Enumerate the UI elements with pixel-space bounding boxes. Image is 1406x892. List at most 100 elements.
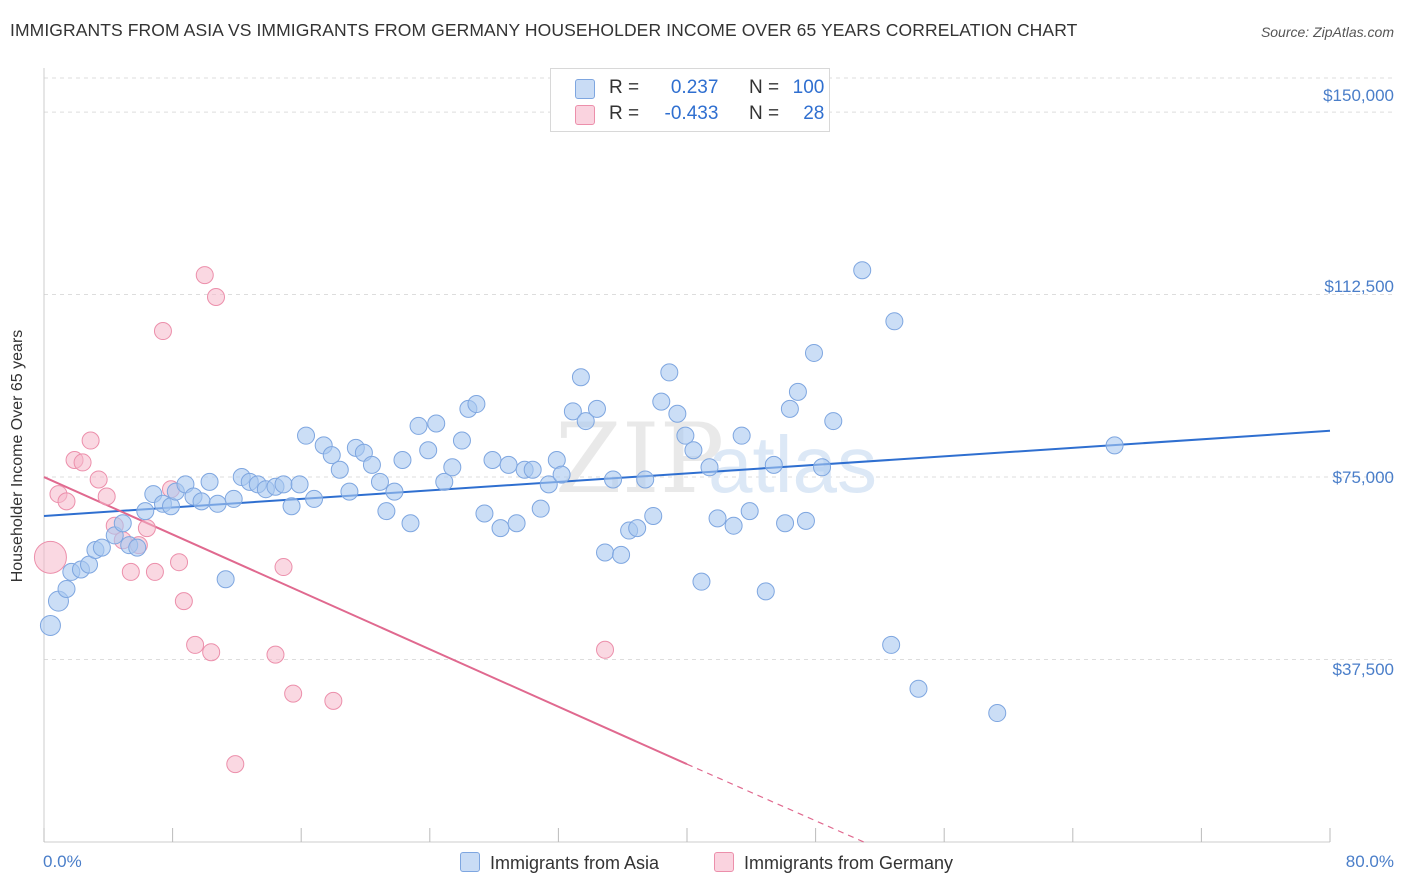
asia-point <box>92 538 111 557</box>
asia-point <box>409 416 428 435</box>
asia-point <box>708 509 727 528</box>
asia-point <box>692 572 711 591</box>
y-tick-150000: $150,000 <box>1323 86 1394 105</box>
asia-point <box>552 465 571 484</box>
asia-point <box>780 399 799 418</box>
asia-point <box>419 441 438 460</box>
germany-point <box>121 562 140 581</box>
germany-points <box>33 266 615 774</box>
asia-point <box>740 502 759 521</box>
germany-point <box>33 540 67 574</box>
germany-point <box>596 640 615 659</box>
asia-point <box>660 363 679 382</box>
asia-point <box>652 392 671 411</box>
asia-point <box>57 579 76 598</box>
germany-point <box>226 755 245 774</box>
germany-legend-swatch <box>714 852 734 872</box>
asia-point <box>435 472 454 491</box>
asia-point <box>523 460 542 479</box>
asia-point <box>776 514 795 533</box>
germany-point <box>89 470 108 489</box>
r-label: R = <box>609 103 640 124</box>
germany-point <box>186 635 205 654</box>
y-axis-label: Householder Income Over 65 years <box>9 329 26 583</box>
germany-trend-extension <box>686 763 865 843</box>
asia-points <box>39 261 1124 723</box>
asia-point <box>427 414 446 433</box>
asia-point <box>596 543 615 562</box>
germany-point <box>170 553 189 572</box>
asia-legend-label: Immigrants from Asia <box>490 853 660 873</box>
asia-point <box>452 431 471 450</box>
germany-legend-label: Immigrants from Germany <box>744 853 954 873</box>
asia-point <box>507 514 526 533</box>
germany-point <box>81 431 100 450</box>
asia-point <box>531 499 550 518</box>
asia-point <box>604 470 623 489</box>
asia-point <box>576 412 595 431</box>
y-tick-112500: $112,500 <box>1324 277 1394 296</box>
asia-point <box>297 426 316 445</box>
asia-point <box>39 614 61 636</box>
asia-point <box>322 446 341 465</box>
legend-asia-text: R = 0.237 N = 100 <box>609 77 824 99</box>
y-tick-75000: $75,000 <box>1332 468 1394 487</box>
asia-point <box>282 497 301 516</box>
asia-point <box>216 570 235 589</box>
asia-point <box>401 514 420 533</box>
asia-point <box>1105 436 1124 455</box>
asia-legend-swatch <box>460 852 480 872</box>
germany-point <box>284 684 303 703</box>
asia-point <box>676 426 695 445</box>
asia-point <box>224 489 243 508</box>
asia-point <box>340 482 359 501</box>
asia-point <box>483 451 502 469</box>
y-tick-37500: $37,500 <box>1332 660 1394 679</box>
asia-point <box>563 402 582 421</box>
legend-germany-text: R = -0.433 N = 28 <box>609 103 824 125</box>
asia-point <box>882 635 901 654</box>
asia-point <box>499 455 518 474</box>
asia-point <box>136 502 155 521</box>
asia-point <box>113 514 132 533</box>
asia-point <box>377 502 396 521</box>
x-tick-left: 0.0% <box>43 852 82 871</box>
asia-point <box>788 382 807 401</box>
germany-point <box>137 519 156 538</box>
germany-point <box>274 558 293 577</box>
germany-point <box>202 643 221 662</box>
asia-point <box>804 343 823 362</box>
germany-point <box>266 645 285 664</box>
asia-n-value: 100 <box>792 77 825 98</box>
asia-point <box>756 582 775 601</box>
asia-point <box>290 475 309 494</box>
axes <box>43 68 1331 843</box>
asia-point <box>824 412 843 431</box>
germany-point <box>145 562 164 581</box>
asia-point <box>467 395 486 414</box>
asia-point <box>909 679 928 698</box>
correlation-legend: R = 0.237 N = 100 R = -0.433 N = 28 <box>550 68 830 132</box>
asia-point <box>443 458 462 477</box>
germany-point <box>97 487 116 506</box>
germany-point <box>153 322 172 341</box>
asia-point <box>385 482 404 501</box>
asia-point <box>732 426 751 445</box>
asia-point <box>330 460 349 479</box>
asia-swatch <box>575 79 595 99</box>
asia-point <box>813 458 832 477</box>
germany-point <box>207 287 226 306</box>
asia-point <box>539 475 558 494</box>
asia-point <box>724 516 743 535</box>
asia-point <box>362 455 381 474</box>
asia-point <box>192 492 211 511</box>
asia-point <box>571 368 590 387</box>
asia-point <box>200 472 219 491</box>
asia-point <box>612 545 631 564</box>
asia-r-value: 0.237 <box>670 77 719 98</box>
germany-point <box>73 453 92 472</box>
germany-point <box>174 592 193 611</box>
asia-point <box>853 261 872 280</box>
asia-point <box>668 404 687 423</box>
